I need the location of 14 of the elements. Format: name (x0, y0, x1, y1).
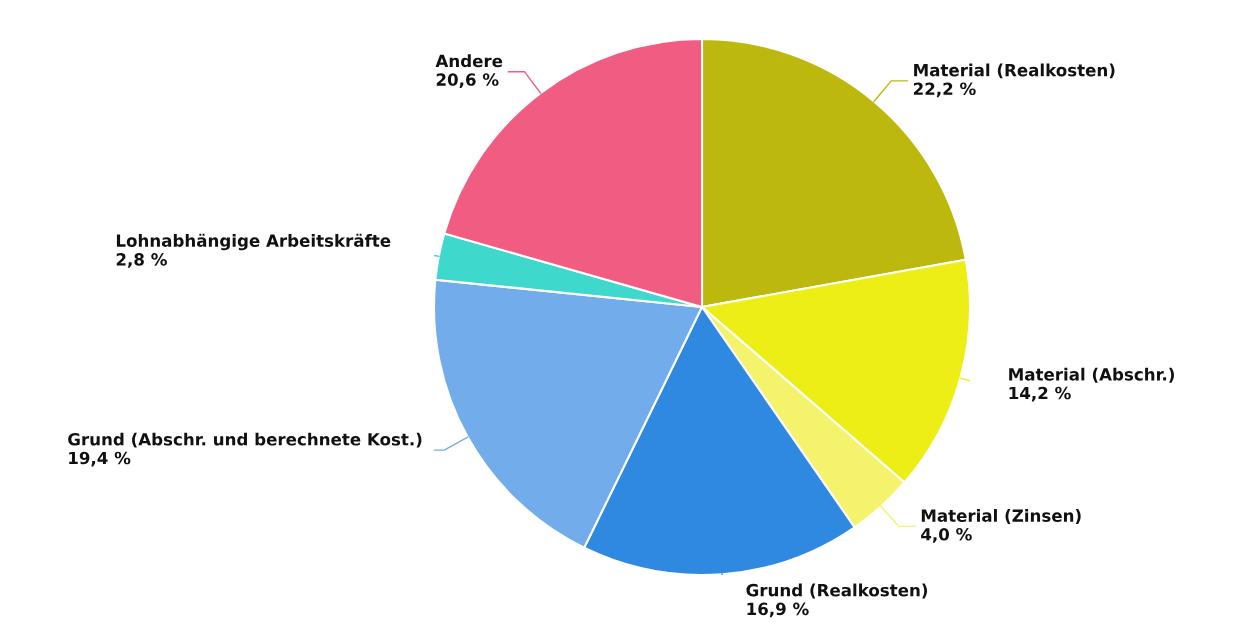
slice-label: Material (Zinsen) (921, 509, 1081, 524)
data-label: 2,8 % (116, 253, 167, 268)
slice-label: Material (Abschr.) (1009, 367, 1174, 383)
slice-label: Andere (435, 54, 503, 68)
slice-label: Grund (Abschr. und berechnete Kost.) (68, 432, 422, 448)
slice-label: Lohnabhängige Arbeitskräfte (116, 233, 391, 251)
data-label: 22,2 % (913, 82, 976, 98)
data-label: 14,2 % (1009, 386, 1071, 402)
data-label: 19,4 % (69, 451, 131, 467)
data-label: 4,0 % (921, 527, 972, 543)
data-label: 20,6 % (436, 73, 499, 88)
slice-label: Grund (Realkosten) (746, 583, 928, 599)
slice-label: Material (Realkosten) (914, 63, 1115, 79)
data-label: 16,9 % (747, 602, 809, 618)
